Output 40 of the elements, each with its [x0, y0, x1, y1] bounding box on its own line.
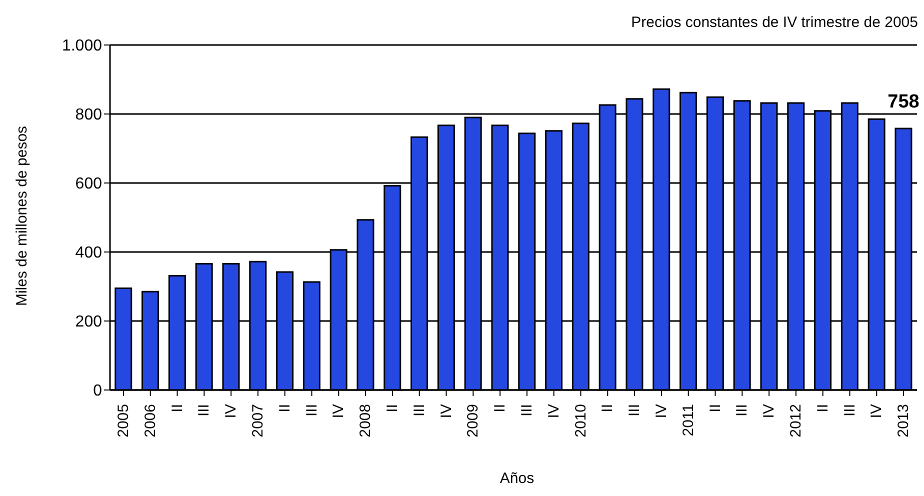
- x-tick-label: II: [599, 404, 616, 412]
- x-axis-title: Años: [500, 470, 534, 487]
- x-tick-label: 2013: [895, 404, 912, 438]
- y-tick-label: 400: [75, 244, 102, 262]
- x-tick-label: II: [276, 404, 294, 412]
- x-tick-label: III: [410, 404, 428, 417]
- x-tick-label: IV: [438, 404, 455, 418]
- x-tick-label: IV: [868, 404, 886, 418]
- data-label: 758: [888, 91, 920, 112]
- y-tick-label: 0: [93, 382, 102, 400]
- x-tick-label: III: [734, 404, 751, 417]
- x-tick-label: 2009: [464, 404, 482, 438]
- y-tick-label: 600: [75, 176, 102, 193]
- x-tick-label: 2012: [787, 404, 804, 438]
- x-tick-label: 2006: [142, 404, 159, 438]
- x-tick-label: II: [384, 404, 401, 412]
- x-tick-label: IV: [330, 404, 348, 418]
- x-tick-label: III: [518, 404, 536, 417]
- x-tick-label: IV: [222, 404, 240, 418]
- x-tick-label: III: [841, 404, 858, 417]
- x-tick-label: III: [303, 404, 320, 417]
- x-tick-label: IV: [652, 404, 670, 418]
- y-tick-label: 200: [75, 314, 102, 331]
- x-tick-label: II: [814, 404, 832, 412]
- y-tick-label: 800: [75, 106, 102, 124]
- x-tick-label: 2008: [357, 404, 374, 438]
- x-tick-label: II: [168, 404, 186, 412]
- x-tick-label: II: [492, 404, 509, 412]
- x-tick-label: III: [196, 404, 213, 417]
- x-tick-label: II: [706, 404, 724, 412]
- x-tick-label: 2011: [680, 404, 697, 436]
- x-tick-label: 2010: [572, 404, 590, 438]
- x-tick-label: 2005: [114, 404, 132, 438]
- y-axis-title: Miles de millones de pesos: [14, 126, 30, 306]
- chart-title: Precios constantes de IV trimestre de 2005: [631, 14, 918, 31]
- x-tick-label: IV: [545, 404, 562, 418]
- y-tick-label: 1.000: [62, 38, 102, 55]
- x-tick-label: 2007: [249, 404, 266, 438]
- x-tick-label: IV: [760, 404, 778, 418]
- x-tick-label: III: [626, 404, 644, 417]
